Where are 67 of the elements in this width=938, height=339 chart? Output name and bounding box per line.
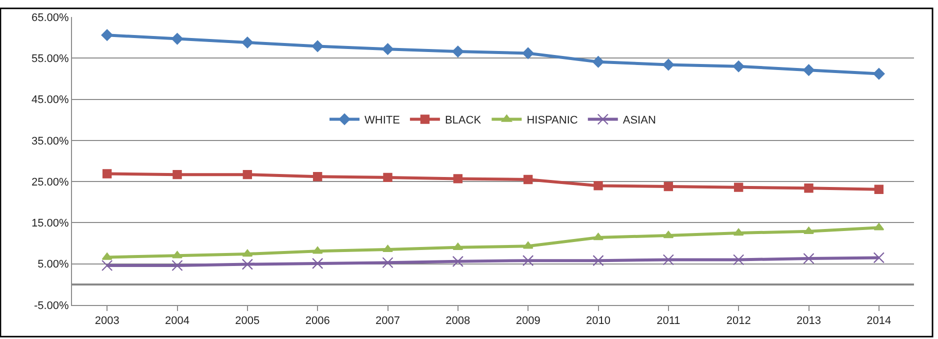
point [873, 68, 885, 80]
point [312, 172, 322, 182]
point [732, 254, 744, 266]
point [734, 182, 744, 192]
point [172, 170, 182, 180]
point [873, 252, 885, 264]
point [804, 226, 814, 234]
point [802, 64, 815, 76]
point [452, 46, 464, 58]
point [172, 251, 182, 258]
y-tick-label: 25.00% [31, 176, 70, 188]
point [242, 258, 254, 270]
point [662, 58, 674, 71]
point [803, 252, 814, 264]
x-tick-label: 2009 [516, 315, 540, 328]
point [101, 29, 113, 41]
x-tick-label: 2006 [305, 315, 330, 328]
y-tick-label: 45.00% [31, 94, 70, 106]
legend-label: ASIAN [622, 114, 656, 127]
y-tick-label: 55.00% [31, 52, 70, 65]
legend-label: HISPANIC [526, 114, 578, 127]
x-tick-label: 2005 [235, 315, 260, 328]
point [874, 184, 884, 194]
x-tick-label: 2013 [796, 315, 821, 328]
point [594, 181, 603, 190]
point [383, 172, 392, 182]
x-tick-label: 2007 [376, 315, 400, 328]
point [522, 254, 534, 266]
point [593, 232, 604, 240]
point [172, 260, 183, 272]
point [101, 260, 113, 272]
y-tick-label: 35.00% [31, 135, 70, 148]
point [382, 244, 393, 252]
point [382, 257, 394, 268]
point [242, 249, 253, 257]
point [382, 43, 394, 55]
point [102, 169, 112, 178]
point [312, 258, 324, 270]
x-tick-label: 2003 [94, 315, 120, 328]
y-tick-label: 5.00% [38, 258, 70, 271]
point [312, 40, 324, 52]
point [523, 174, 533, 184]
x-tick-label: 2012 [726, 315, 751, 328]
x-tick-label: 2011 [656, 315, 680, 328]
point [663, 230, 674, 238]
point [733, 228, 744, 236]
point [242, 36, 254, 48]
point [242, 170, 252, 180]
y-tick-label: 15.00% [31, 218, 70, 230]
point [664, 182, 674, 192]
point [522, 47, 534, 60]
point [592, 56, 604, 68]
point [453, 174, 463, 184]
x-tick-label: 2014 [866, 315, 892, 328]
x-tick-label: 2008 [446, 315, 470, 328]
point [732, 60, 744, 72]
point [452, 256, 464, 267]
x-tick-label: 2010 [586, 315, 610, 328]
y-tick-label: -5.00% [34, 300, 70, 312]
point [662, 254, 674, 266]
point [592, 254, 604, 266]
y-tick-label: 65.00% [31, 12, 70, 24]
legend-label: BLACK [444, 114, 482, 127]
point [804, 184, 814, 193]
legend-label: WHITE [364, 114, 400, 127]
point [171, 33, 184, 45]
x-tick-label: 2004 [165, 315, 190, 328]
